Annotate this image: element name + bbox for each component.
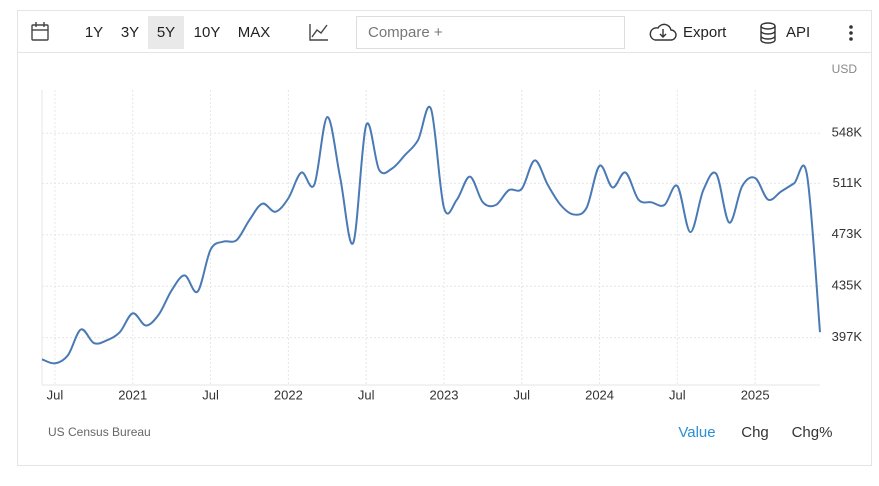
x-tick-label: 2023	[430, 387, 459, 402]
api-button[interactable]: API	[786, 24, 810, 41]
api-icon[interactable]	[760, 22, 776, 44]
export-icon[interactable]	[649, 23, 677, 41]
x-tick-label: Jul	[513, 387, 530, 402]
x-tick-label: Jul	[358, 387, 375, 402]
view-tab[interactable]: Chg	[741, 424, 769, 441]
source: US Census Bureau	[48, 425, 151, 439]
compare-placeholder[interactable]: Compare +	[368, 24, 443, 41]
x-tick-label: Jul	[669, 387, 686, 402]
export-button[interactable]: Export	[683, 24, 727, 41]
x-tick-label: 2021	[118, 387, 147, 402]
calendar-icon[interactable]	[31, 22, 49, 41]
range-button[interactable]: 5Y	[157, 24, 175, 41]
y-tick-label: 397K	[832, 329, 863, 344]
y-tick-label: 473K	[832, 226, 863, 241]
view-tab[interactable]: Value	[678, 424, 715, 441]
x-tick-label: Jul	[202, 387, 219, 402]
range-button[interactable]: 1Y	[85, 24, 103, 41]
range-button[interactable]: 10Y	[194, 24, 221, 41]
panel	[17, 10, 872, 466]
unit-label: USD	[832, 62, 858, 76]
range-button[interactable]: 3Y	[121, 24, 139, 41]
data-line	[41, 105, 821, 365]
y-tick-label: 548K	[832, 125, 863, 140]
y-tick-label: 511K	[833, 175, 863, 190]
compare-input[interactable]	[356, 16, 625, 49]
range-button[interactable]: MAX	[238, 24, 271, 41]
x-tick-label: 2025	[741, 387, 770, 402]
menu-icon[interactable]	[849, 25, 853, 41]
chart-type-icon[interactable]	[309, 24, 328, 41]
y-tick-label: 435K	[832, 278, 863, 293]
x-tick-label: 2024	[585, 387, 614, 402]
view-tab[interactable]: Chg%	[792, 424, 833, 441]
range-selected-bg	[148, 16, 184, 49]
x-tick-label: 2022	[274, 387, 303, 402]
x-tick-label: Jul	[47, 387, 64, 402]
